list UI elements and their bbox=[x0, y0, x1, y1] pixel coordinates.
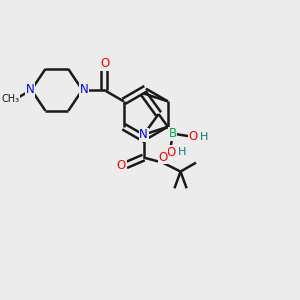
Text: H: H bbox=[200, 132, 208, 142]
Text: O: O bbox=[188, 130, 198, 143]
Text: B: B bbox=[169, 127, 177, 140]
Text: H: H bbox=[178, 148, 187, 158]
Text: O: O bbox=[101, 57, 110, 70]
Text: O: O bbox=[117, 159, 126, 172]
Text: N: N bbox=[26, 83, 34, 96]
Text: CH₃: CH₃ bbox=[2, 94, 20, 104]
Text: O: O bbox=[167, 146, 176, 159]
Text: O: O bbox=[158, 151, 167, 164]
Text: N: N bbox=[80, 83, 88, 96]
Text: N: N bbox=[139, 128, 148, 141]
